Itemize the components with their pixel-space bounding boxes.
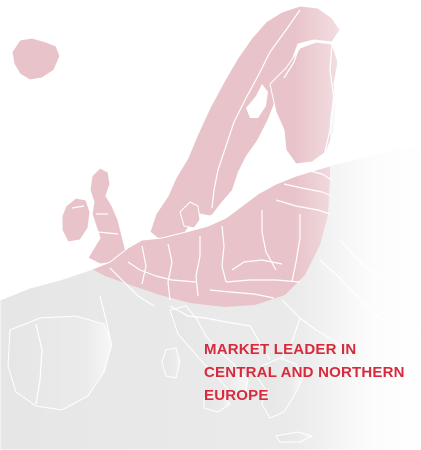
caption-line-2: CENTRAL AND NORTHERN: [204, 364, 405, 381]
caption-line-3: EUROPE: [204, 387, 269, 404]
market-leader-caption: MARKET LEADER IN CENTRAL AND NORTHERN EU…: [204, 338, 419, 407]
caption-line-1: MARKET LEADER IN: [204, 341, 357, 358]
